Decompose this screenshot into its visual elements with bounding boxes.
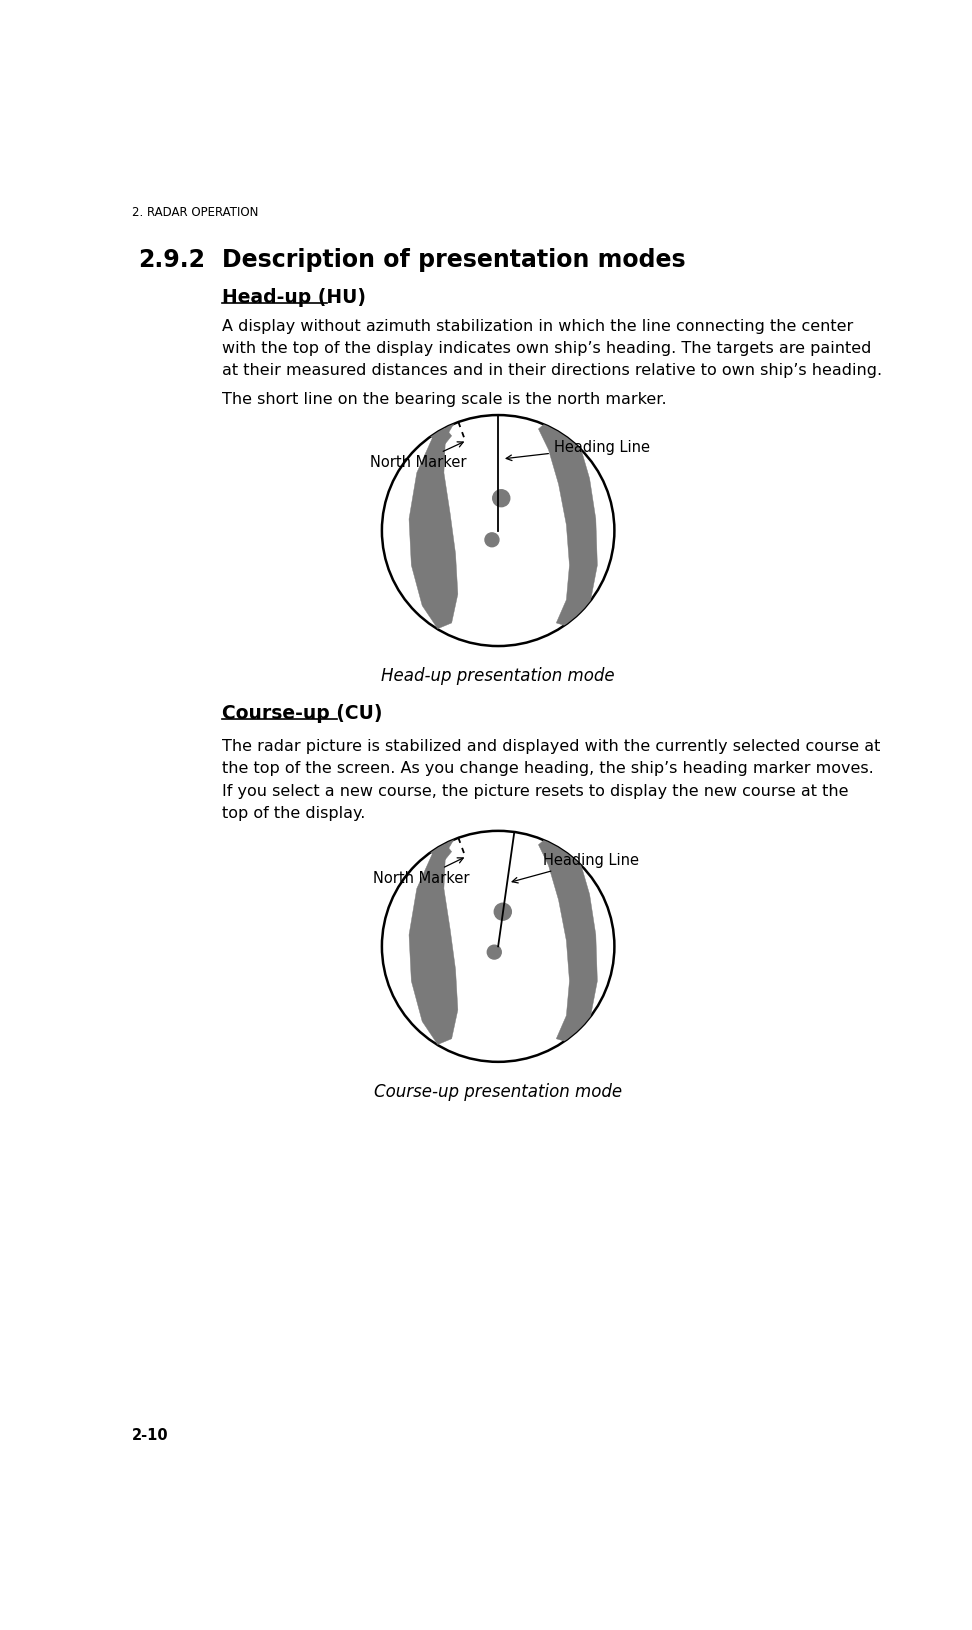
- Polygon shape: [430, 839, 452, 864]
- Text: Description of presentation modes: Description of presentation modes: [223, 248, 686, 272]
- Polygon shape: [409, 421, 458, 629]
- Circle shape: [487, 945, 502, 958]
- Text: Heading Line: Heading Line: [506, 440, 650, 461]
- Text: Heading Line: Heading Line: [512, 852, 640, 883]
- Text: A display without azimuth stabilization in which the line connecting the center
: A display without azimuth stabilization …: [223, 319, 883, 378]
- Polygon shape: [538, 417, 598, 629]
- Polygon shape: [430, 424, 452, 447]
- Circle shape: [493, 489, 509, 507]
- Text: 2. RADAR OPERATION: 2. RADAR OPERATION: [132, 207, 259, 220]
- Circle shape: [485, 533, 499, 546]
- Text: Head-up (HU): Head-up (HU): [223, 289, 366, 306]
- Text: Course-up presentation mode: Course-up presentation mode: [374, 1082, 622, 1100]
- Text: Head-up presentation mode: Head-up presentation mode: [381, 667, 615, 685]
- Polygon shape: [409, 836, 458, 1045]
- Text: North Marker: North Marker: [370, 442, 467, 471]
- Text: The short line on the bearing scale is the north marker.: The short line on the bearing scale is t…: [223, 391, 667, 408]
- Circle shape: [495, 903, 511, 921]
- Circle shape: [382, 416, 614, 645]
- Text: 2.9.2: 2.9.2: [139, 248, 205, 272]
- Text: North Marker: North Marker: [372, 857, 469, 887]
- Text: 2-10: 2-10: [132, 1428, 169, 1443]
- Text: Course-up (CU): Course-up (CU): [223, 704, 383, 722]
- Circle shape: [382, 831, 614, 1061]
- Text: The radar picture is stabilized and displayed with the currently selected course: The radar picture is stabilized and disp…: [223, 740, 881, 822]
- Polygon shape: [538, 833, 598, 1045]
